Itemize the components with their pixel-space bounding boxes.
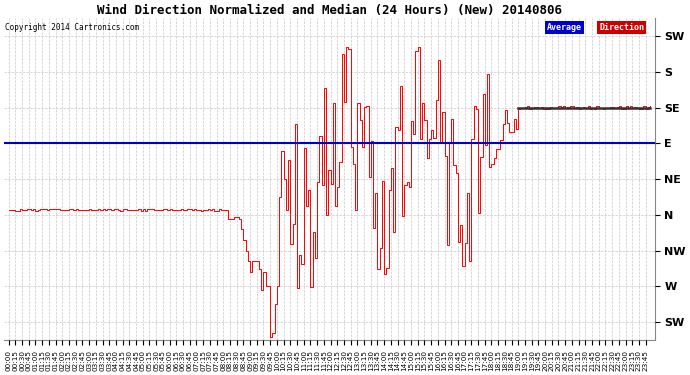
Text: Direction: Direction (600, 23, 644, 32)
Text: Copyright 2014 Cartronics.com: Copyright 2014 Cartronics.com (5, 23, 139, 32)
Text: Average: Average (547, 23, 582, 32)
Title: Wind Direction Normalized and Median (24 Hours) (New) 20140806: Wind Direction Normalized and Median (24… (97, 4, 562, 17)
